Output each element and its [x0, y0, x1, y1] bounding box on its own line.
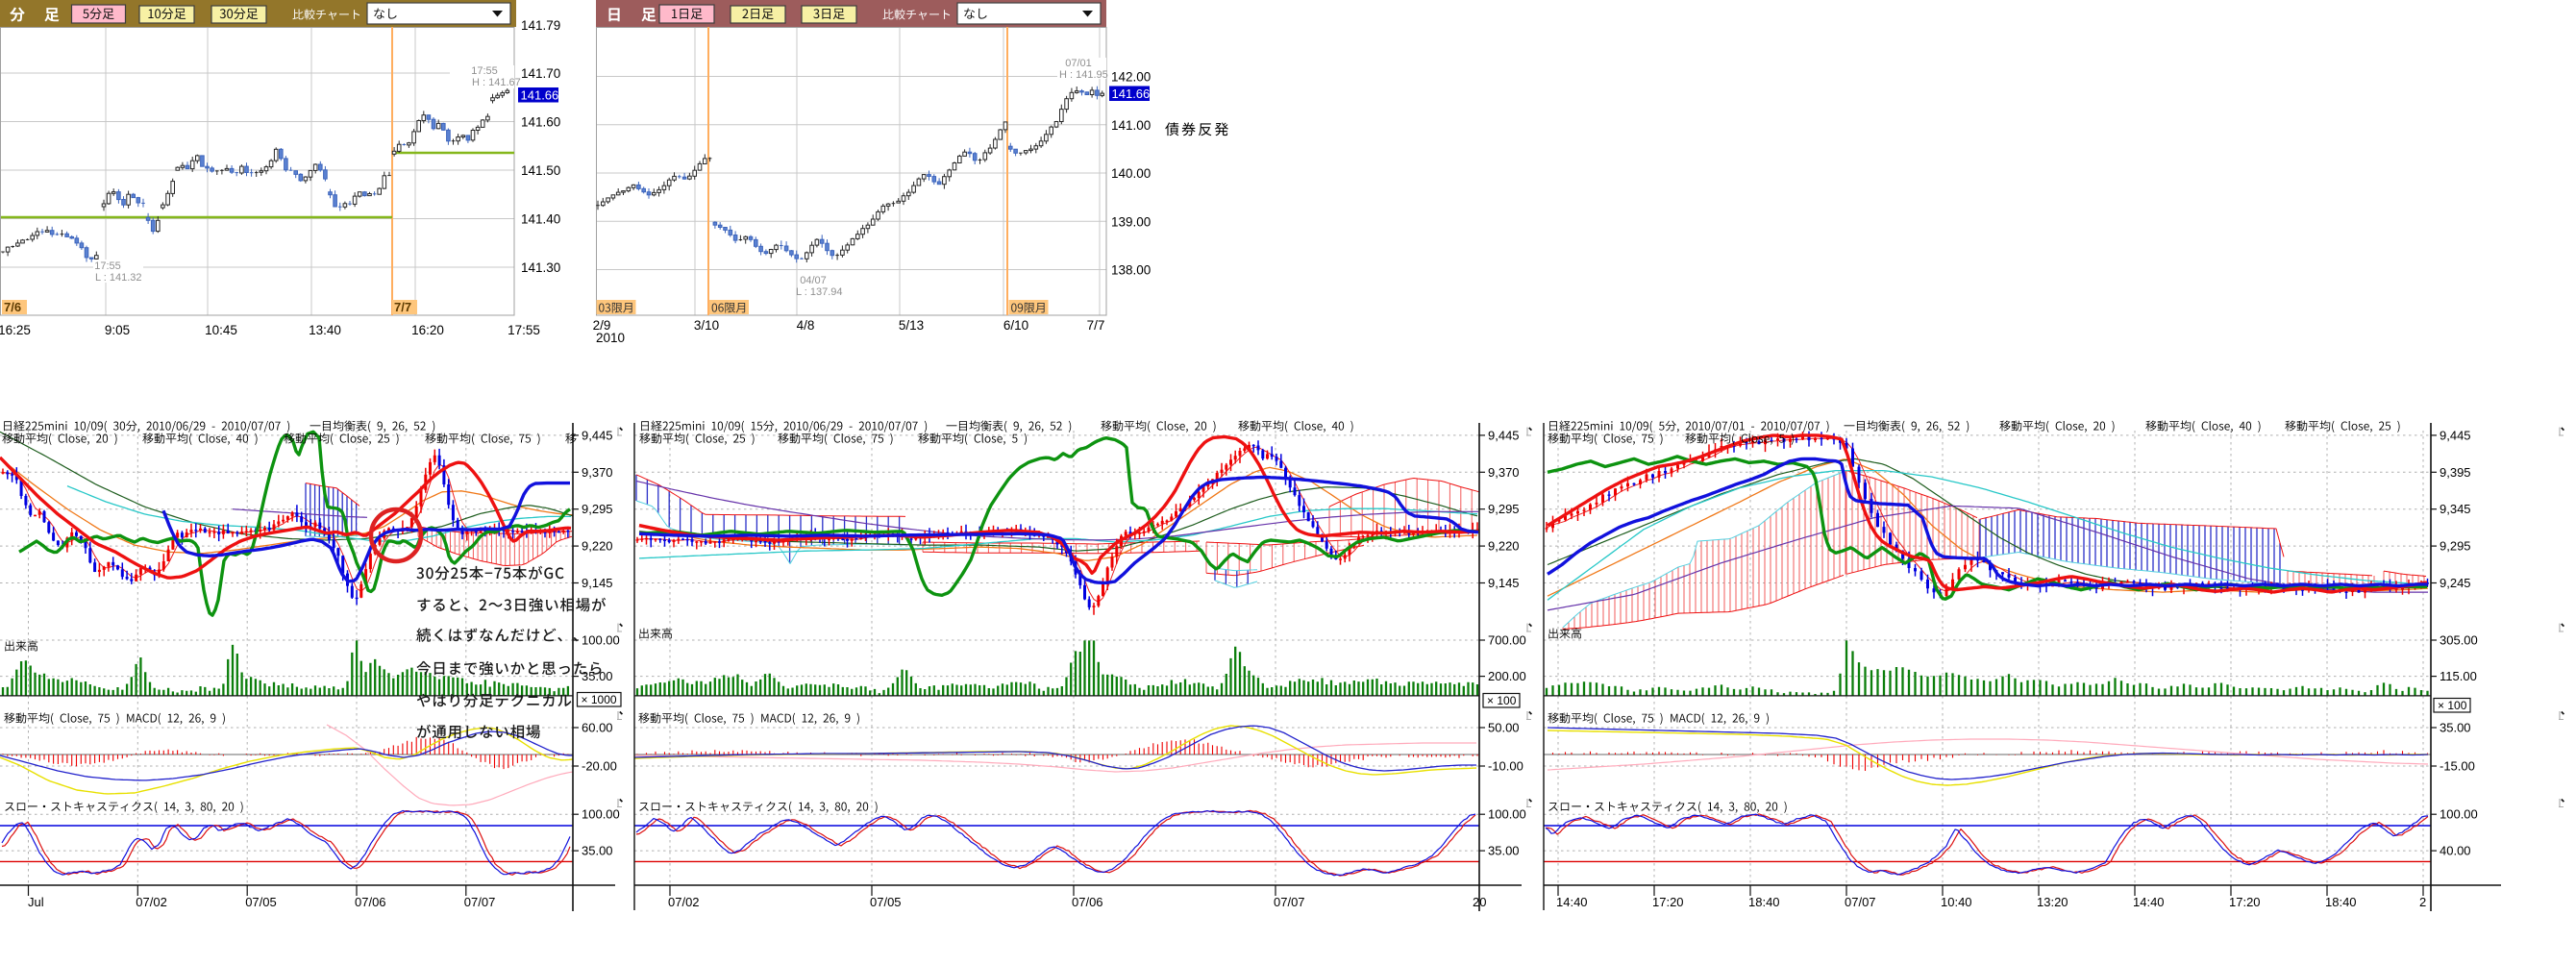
- svg-text:07/06: 07/06: [1072, 895, 1103, 909]
- svg-text:10:45: 10:45: [205, 323, 237, 337]
- svg-text:16:25: 16:25: [0, 323, 31, 337]
- svg-text:× 1000: × 1000: [582, 693, 617, 706]
- svg-text:20: 20: [1473, 895, 1486, 909]
- svg-text:9,145: 9,145: [582, 576, 613, 590]
- svg-text:4/8: 4/8: [797, 318, 815, 333]
- svg-text:14:40: 14:40: [1556, 895, 1588, 909]
- svg-text:-10.00: -10.00: [1488, 759, 1523, 774]
- svg-text:2010: 2010: [596, 331, 625, 345]
- svg-text:100.00: 100.00: [2440, 807, 2478, 822]
- svg-text:35.00: 35.00: [582, 669, 613, 683]
- svg-text:17:55: 17:55: [471, 65, 498, 77]
- svg-text:9,395: 9,395: [2440, 465, 2471, 480]
- svg-text:9,370: 9,370: [1488, 465, 1520, 480]
- svg-text:35.00: 35.00: [1488, 844, 1520, 858]
- svg-text:18:40: 18:40: [1748, 895, 1780, 909]
- svg-text:50.00: 50.00: [1488, 721, 1520, 735]
- svg-text:6/10: 6/10: [1003, 318, 1028, 333]
- svg-text:141.00: 141.00: [1111, 118, 1151, 133]
- svg-text:× 100: × 100: [2438, 699, 2467, 712]
- svg-text:142.00: 142.00: [1111, 70, 1151, 85]
- svg-text:141.66: 141.66: [1112, 87, 1151, 101]
- svg-text:40.00: 40.00: [2440, 844, 2471, 858]
- svg-text:07/07: 07/07: [1274, 895, 1305, 909]
- svg-text:7/7: 7/7: [1087, 318, 1105, 333]
- svg-text:9,295: 9,295: [1488, 502, 1520, 516]
- svg-text:04/07: 04/07: [800, 275, 827, 286]
- svg-text:700.00: 700.00: [1488, 633, 1526, 648]
- svg-text:100.00: 100.00: [582, 807, 620, 822]
- svg-text:07/05: 07/05: [245, 895, 277, 909]
- svg-text:9,445: 9,445: [2440, 428, 2471, 442]
- svg-text:138.00: 138.00: [1111, 263, 1151, 278]
- svg-text:17:20: 17:20: [1652, 895, 1684, 909]
- svg-text:14:40: 14:40: [2133, 895, 2165, 909]
- svg-text:140.00: 140.00: [1111, 166, 1151, 181]
- svg-text:9:05: 9:05: [105, 323, 130, 337]
- svg-text:07/06: 07/06: [355, 895, 386, 909]
- svg-text:35.00: 35.00: [2440, 721, 2471, 735]
- svg-text:9,245: 9,245: [2440, 576, 2471, 590]
- svg-text:141.79: 141.79: [521, 18, 560, 33]
- svg-text:9,345: 9,345: [2440, 502, 2471, 516]
- svg-text:141.40: 141.40: [521, 212, 560, 227]
- svg-text:9,445: 9,445: [582, 428, 613, 442]
- svg-text:17:20: 17:20: [2229, 895, 2261, 909]
- svg-text:L : 137.94: L : 137.94: [796, 286, 843, 298]
- svg-text:141.60: 141.60: [521, 115, 560, 130]
- svg-text:2: 2: [2419, 895, 2426, 909]
- svg-text:141.30: 141.30: [521, 260, 560, 275]
- svg-text:07/07: 07/07: [464, 895, 496, 909]
- svg-text:H : 141.67: H : 141.67: [472, 77, 521, 88]
- svg-text:13:20: 13:20: [2037, 895, 2068, 909]
- svg-text:18:40: 18:40: [2325, 895, 2357, 909]
- svg-text:-15.00: -15.00: [2440, 759, 2475, 774]
- svg-text:9,295: 9,295: [2440, 539, 2471, 554]
- svg-text:07/02: 07/02: [668, 895, 700, 909]
- svg-text:141.50: 141.50: [521, 163, 560, 178]
- svg-text:Jul: Jul: [28, 895, 44, 909]
- svg-text:9,445: 9,445: [1488, 428, 1520, 442]
- svg-text:10:40: 10:40: [1941, 895, 1972, 909]
- svg-text:-20.00: -20.00: [582, 759, 617, 774]
- svg-text:139.00: 139.00: [1111, 214, 1151, 229]
- svg-text:× 100: × 100: [1487, 694, 1517, 707]
- svg-text:07/02: 07/02: [136, 895, 167, 909]
- svg-text:H : 141.95: H : 141.95: [1059, 69, 1108, 81]
- svg-text:9,220: 9,220: [1488, 539, 1520, 554]
- svg-text:17:55: 17:55: [94, 260, 121, 272]
- svg-text:141.66: 141.66: [521, 88, 559, 103]
- svg-text:35.00: 35.00: [582, 844, 613, 858]
- svg-text:L : 141.32: L : 141.32: [95, 272, 142, 284]
- svg-text:9,220: 9,220: [582, 539, 613, 554]
- svg-text:60.00: 60.00: [582, 721, 613, 735]
- svg-text:100.00: 100.00: [1488, 807, 1526, 822]
- svg-text:7/6: 7/6: [4, 300, 21, 314]
- svg-text:9,370: 9,370: [582, 465, 613, 480]
- svg-text:16:20: 16:20: [411, 323, 444, 337]
- svg-text:7/7: 7/7: [394, 300, 411, 314]
- svg-text:100.00: 100.00: [582, 633, 620, 648]
- svg-text:305.00: 305.00: [2440, 633, 2478, 648]
- svg-text:13:40: 13:40: [309, 323, 341, 337]
- svg-text:07/05: 07/05: [870, 895, 902, 909]
- svg-text:9,295: 9,295: [582, 502, 613, 516]
- svg-text:07/07: 07/07: [1845, 895, 1876, 909]
- svg-text:115.00: 115.00: [2440, 669, 2477, 683]
- svg-text:200.00: 200.00: [1488, 669, 1526, 683]
- svg-text:5/13: 5/13: [899, 318, 924, 333]
- svg-text:9,145: 9,145: [1488, 576, 1520, 590]
- svg-text:141.70: 141.70: [521, 66, 560, 81]
- svg-text:3/10: 3/10: [694, 318, 719, 333]
- svg-text:2/9: 2/9: [593, 318, 611, 333]
- svg-text:07/01: 07/01: [1065, 58, 1092, 69]
- svg-text:17:55: 17:55: [508, 323, 540, 337]
